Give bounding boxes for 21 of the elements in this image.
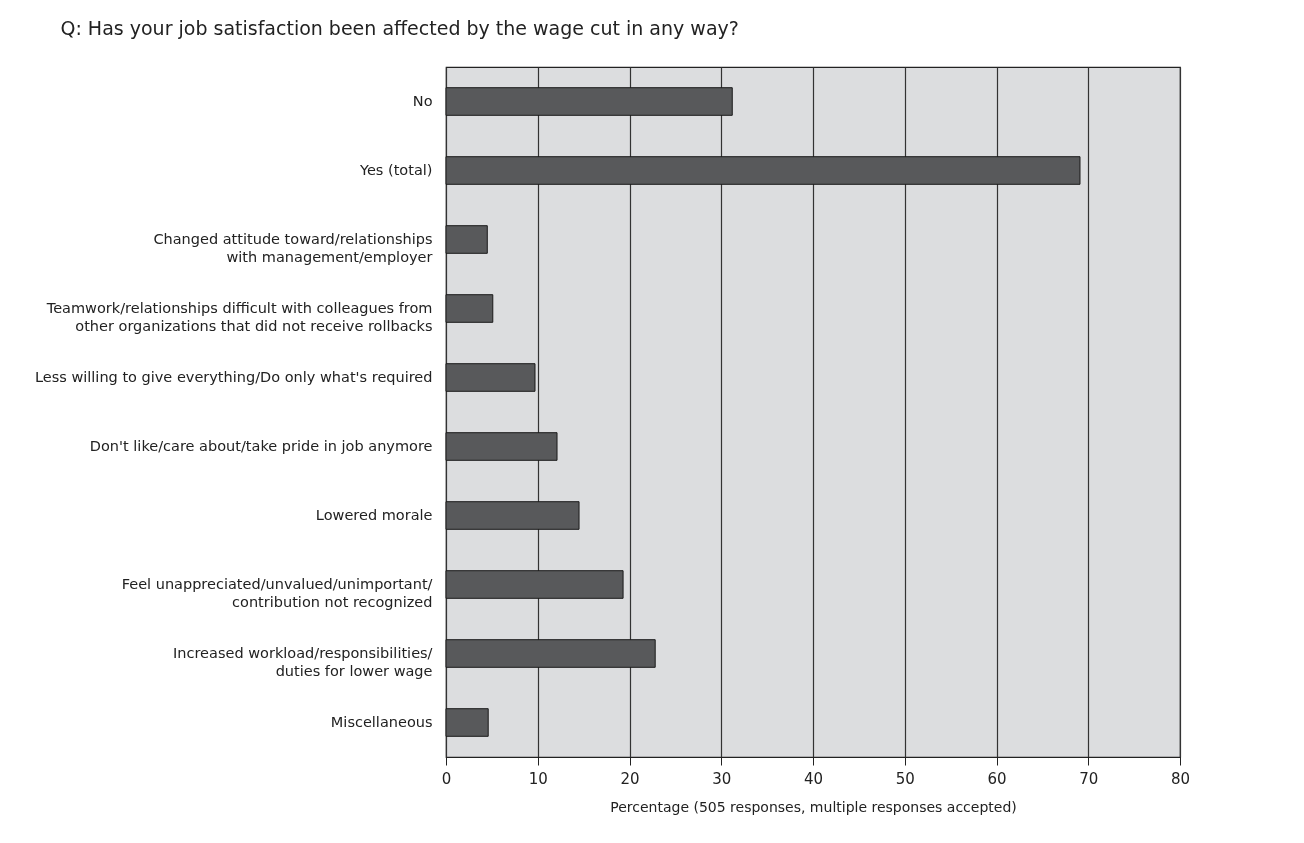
y-tick-label: Miscellaneous [330,713,433,730]
x-tick-label: 20 [620,769,640,788]
y-tick-label: Don't like/care about/take pride in job anymore [89,437,433,454]
x-tick-label: 50 [895,769,915,788]
x-tick-label: 30 [712,769,732,788]
x-tick-label: 10 [528,769,548,788]
x-tick-label: 60 [987,769,1007,788]
y-tick-label: Teamwork/relationships difficult with colleagues from other organizations that did not receive rollbacks [45,299,433,334]
x-tick-label: 70 [1079,769,1099,788]
x-axis-title: Percentage (505 responses, multiple responses accepted) [610,798,1017,815]
chart-title: Q: Has your job satisfaction been affected by the wage cut in any way? [60,17,739,39]
y-tick-label: Less willing to give everything/Do only what's required [34,368,433,385]
x-tick-label: 80 [1170,769,1191,788]
y-tick-label: Increased workload/responsibilities/ duties for lower wage [173,644,433,679]
y-tick-label: Changed attitude toward/relationships with management/employer [153,230,433,265]
y-tick-label: No [412,92,433,109]
y-tick-label: Yes (total) [359,161,433,178]
y-tick-label: Lowered morale [315,506,433,523]
x-tick-label: 40 [803,769,824,788]
x-tick-label: 0 [441,769,452,788]
y-tick-label: Feel unappreciated/unvalued/unimportant/ contribution not recognized [121,575,433,610]
